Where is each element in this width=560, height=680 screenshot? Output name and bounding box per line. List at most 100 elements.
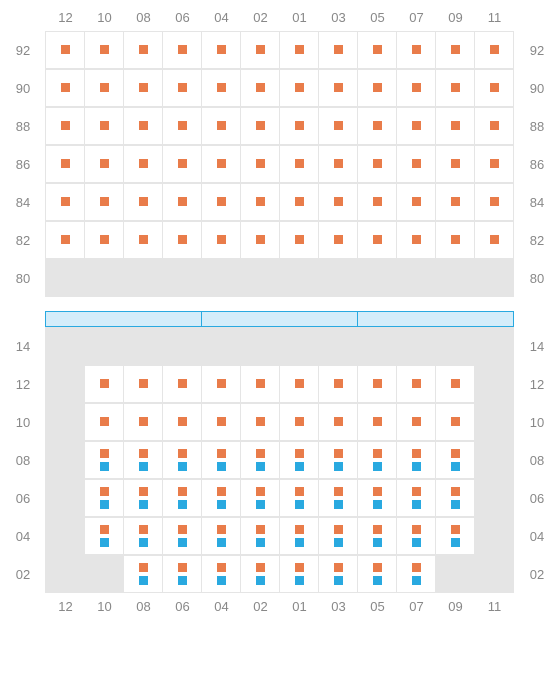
seat-cell[interactable]: [318, 107, 358, 145]
seat-cell[interactable]: [318, 403, 358, 441]
seat-cell[interactable]: [240, 31, 280, 69]
seat-cell[interactable]: [279, 365, 319, 403]
seat-cell[interactable]: [357, 183, 397, 221]
seat-cell[interactable]: [201, 221, 241, 259]
seat-cell[interactable]: [123, 441, 163, 479]
seat-cell[interactable]: [279, 403, 319, 441]
seat-cell[interactable]: [123, 107, 163, 145]
seat-cell[interactable]: [318, 183, 358, 221]
seat-cell[interactable]: [474, 221, 514, 259]
seat-cell[interactable]: [45, 107, 85, 145]
seat-cell[interactable]: [396, 183, 436, 221]
seat-cell[interactable]: [162, 221, 202, 259]
seat-cell[interactable]: [435, 145, 475, 183]
seat-cell[interactable]: [474, 107, 514, 145]
seat-cell[interactable]: [396, 365, 436, 403]
seat-cell[interactable]: [240, 69, 280, 107]
seat-cell[interactable]: [279, 517, 319, 555]
seat-cell[interactable]: [240, 221, 280, 259]
seat-cell[interactable]: [201, 183, 241, 221]
seat-cell[interactable]: [318, 479, 358, 517]
seat-cell[interactable]: [201, 31, 241, 69]
seat-cell[interactable]: [162, 517, 202, 555]
seat-cell[interactable]: [357, 479, 397, 517]
seat-cell[interactable]: [240, 479, 280, 517]
seat-cell[interactable]: [474, 69, 514, 107]
seat-cell[interactable]: [279, 107, 319, 145]
seat-cell[interactable]: [396, 107, 436, 145]
seat-cell[interactable]: [240, 107, 280, 145]
seat-cell[interactable]: [279, 441, 319, 479]
seat-cell[interactable]: [162, 31, 202, 69]
seat-cell[interactable]: [240, 441, 280, 479]
seat-cell[interactable]: [318, 145, 358, 183]
seat-cell[interactable]: [123, 31, 163, 69]
seat-cell[interactable]: [357, 69, 397, 107]
seat-cell[interactable]: [357, 403, 397, 441]
seat-cell[interactable]: [84, 517, 124, 555]
seat-cell[interactable]: [279, 69, 319, 107]
seat-cell[interactable]: [84, 479, 124, 517]
seat-cell[interactable]: [240, 183, 280, 221]
seat-cell[interactable]: [435, 183, 475, 221]
seat-cell[interactable]: [84, 441, 124, 479]
seat-cell[interactable]: [474, 183, 514, 221]
seat-cell[interactable]: [357, 31, 397, 69]
seat-cell[interactable]: [45, 145, 85, 183]
seat-cell[interactable]: [279, 479, 319, 517]
seat-cell[interactable]: [357, 517, 397, 555]
seat-cell[interactable]: [84, 145, 124, 183]
seat-cell[interactable]: [84, 221, 124, 259]
seat-cell[interactable]: [162, 479, 202, 517]
seat-cell[interactable]: [318, 517, 358, 555]
seat-cell[interactable]: [123, 365, 163, 403]
seat-cell[interactable]: [357, 107, 397, 145]
seat-cell[interactable]: [201, 69, 241, 107]
seat-cell[interactable]: [240, 145, 280, 183]
seat-cell[interactable]: [162, 555, 202, 593]
seat-cell[interactable]: [279, 221, 319, 259]
seat-cell[interactable]: [474, 31, 514, 69]
seat-cell[interactable]: [396, 517, 436, 555]
seat-cell[interactable]: [357, 221, 397, 259]
seat-cell[interactable]: [357, 365, 397, 403]
seat-cell[interactable]: [279, 145, 319, 183]
seat-cell[interactable]: [396, 145, 436, 183]
seat-cell[interactable]: [396, 441, 436, 479]
seat-cell[interactable]: [318, 441, 358, 479]
seat-cell[interactable]: [240, 365, 280, 403]
seat-cell[interactable]: [396, 479, 436, 517]
seat-cell[interactable]: [318, 555, 358, 593]
seat-cell[interactable]: [357, 145, 397, 183]
seat-cell[interactable]: [318, 365, 358, 403]
seat-cell[interactable]: [435, 365, 475, 403]
seat-cell[interactable]: [201, 365, 241, 403]
seat-cell[interactable]: [201, 517, 241, 555]
seat-cell[interactable]: [318, 221, 358, 259]
seat-cell[interactable]: [201, 107, 241, 145]
seat-cell[interactable]: [123, 183, 163, 221]
seat-cell[interactable]: [279, 555, 319, 593]
seat-cell[interactable]: [279, 183, 319, 221]
seat-cell[interactable]: [240, 517, 280, 555]
seat-cell[interactable]: [318, 31, 358, 69]
seat-cell[interactable]: [201, 441, 241, 479]
seat-cell[interactable]: [45, 31, 85, 69]
seat-cell[interactable]: [396, 403, 436, 441]
seat-cell[interactable]: [435, 403, 475, 441]
seat-cell[interactable]: [84, 31, 124, 69]
seat-cell[interactable]: [162, 183, 202, 221]
seat-cell[interactable]: [201, 479, 241, 517]
seat-cell[interactable]: [240, 403, 280, 441]
seat-cell[interactable]: [162, 441, 202, 479]
seat-cell[interactable]: [435, 69, 475, 107]
seat-cell[interactable]: [162, 107, 202, 145]
seat-cell[interactable]: [357, 555, 397, 593]
seat-cell[interactable]: [435, 479, 475, 517]
seat-cell[interactable]: [162, 145, 202, 183]
seat-cell[interactable]: [435, 517, 475, 555]
seat-cell[interactable]: [45, 69, 85, 107]
seat-cell[interactable]: [123, 221, 163, 259]
seat-cell[interactable]: [45, 183, 85, 221]
seat-cell[interactable]: [84, 183, 124, 221]
